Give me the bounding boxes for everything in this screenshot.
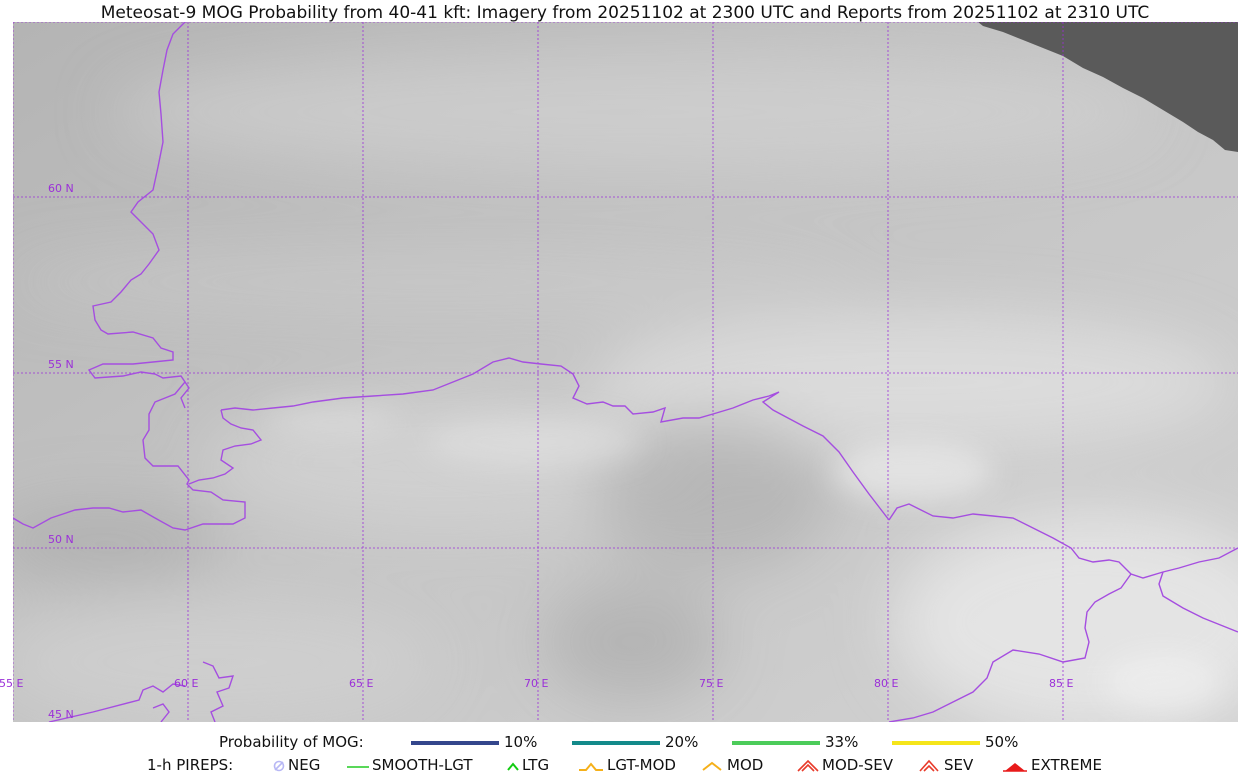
legend-mod-sev-label: MOD-SEV [822, 756, 893, 774]
lon-label-85e: 85 E [1049, 677, 1074, 690]
swatch-10 [411, 741, 499, 745]
legend-lgt-mod-label: LGT-MOD [607, 756, 676, 774]
legend-neg-label: NEG [288, 756, 321, 774]
satellite-map[interactable]: 60 N 55 N 50 N 45 N 55 E 60 E 65 E 70 E … [0, 22, 1238, 722]
probability-legend: Probability of MOG: 10% 20% 33% 50% [0, 733, 1250, 753]
sev-icon [919, 759, 939, 772]
lat-label-55n: 55 N [48, 358, 74, 371]
legend-50-label: 50% [985, 733, 1019, 751]
swatch-33 [732, 741, 820, 745]
lon-label-70e: 70 E [524, 677, 549, 690]
mod-icon [702, 761, 722, 771]
lon-label-60e: 60 E [174, 677, 199, 690]
swatch-20 [572, 741, 660, 745]
smooth-lgt-icon [347, 766, 369, 768]
legend-20-label: 20% [665, 733, 699, 751]
lat-label-50n: 50 N [48, 533, 74, 546]
lat-label-60n: 60 N [48, 182, 74, 195]
mod-sev-icon [797, 759, 819, 772]
legend-extreme-label: EXTREME [1031, 756, 1102, 774]
probability-legend-label: Probability of MOG: [219, 733, 364, 751]
extreme-icon [1003, 763, 1027, 772]
lon-label-65e: 65 E [349, 677, 374, 690]
pireps-legend: 1-h PIREPS: NEG SMOOTH-LGT LTG LGT-MOD M… [0, 756, 1250, 776]
swatch-50 [892, 741, 980, 745]
country-borders [13, 22, 1238, 722]
legend-33-label: 33% [825, 733, 859, 751]
lgt-mod-icon [579, 762, 603, 771]
legend-sev-label: SEV [944, 756, 974, 774]
legend-ltg-label: LTG [522, 756, 550, 774]
legend-10-label: 10% [504, 733, 538, 751]
map-title: Meteosat-9 MOG Probability from 40-41 kf… [100, 3, 1150, 23]
ltg-icon [507, 762, 519, 771]
satellite-imagery [13, 22, 1238, 722]
neg-icon [273, 760, 285, 772]
lon-label-55e: 55 E [0, 677, 24, 690]
legend-smooth-lgt-label: SMOOTH-LGT [372, 756, 473, 774]
pireps-legend-label: 1-h PIREPS: [147, 756, 234, 774]
lat-label-45n: 45 N [48, 708, 74, 721]
no-data-region [978, 22, 1238, 152]
lon-label-75e: 75 E [699, 677, 724, 690]
legend-mod-label: MOD [727, 756, 764, 774]
lon-label-80e: 80 E [874, 677, 899, 690]
lat-lon-grid [13, 22, 1238, 722]
